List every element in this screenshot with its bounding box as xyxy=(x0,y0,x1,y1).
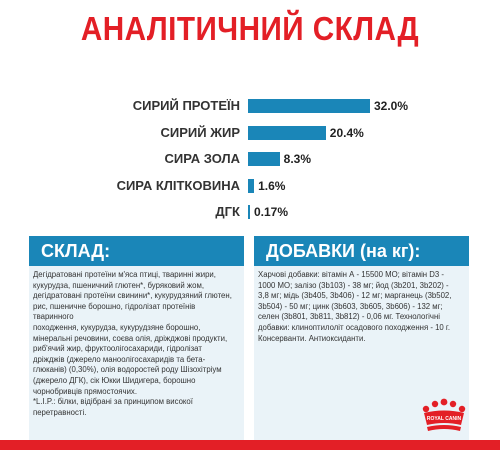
analysis-row: СИРА ЗОЛА 8.3% xyxy=(0,149,500,169)
analysis-bar xyxy=(248,126,326,140)
analysis-value: 32.0% xyxy=(374,99,409,113)
additives-header: ДОБАВКИ (на кг): xyxy=(254,236,469,266)
analysis-row: СИРА КЛІТКОВИНА 1.6% xyxy=(0,176,500,196)
analysis-row: СИРИЙ ЖИР 20.4% xyxy=(0,123,500,143)
analysis-label: ДГК xyxy=(215,204,240,219)
analysis-row: ДГК 0.17% xyxy=(0,202,500,222)
analysis-label: СИРА ЗОЛА xyxy=(164,151,240,166)
analysis-label: СИРИЙ ПРОТЕЇН xyxy=(132,98,240,113)
royal-canin-crown-logo-icon: ROYAL CANIN xyxy=(422,398,466,431)
composition-text: Дегідратовані протеїни м'яса птиці, твар… xyxy=(33,270,232,417)
footer-accent-bar xyxy=(0,440,500,450)
additives-header-label: ДОБАВКИ (на кг): xyxy=(266,241,421,261)
analysis-bar xyxy=(248,179,255,193)
svg-text:ROYAL CANIN: ROYAL CANIN xyxy=(427,416,462,422)
analysis-bar xyxy=(248,99,370,113)
composition-header-label: СКЛАД: xyxy=(41,241,111,261)
analysis-value: 8.3% xyxy=(283,152,311,166)
analysis-bar xyxy=(248,205,250,219)
page-title: АНАЛІТИЧНИЙ СКЛАД xyxy=(80,10,420,47)
analysis-row: СИРИЙ ПРОТЕЇН 32.0% xyxy=(0,96,500,116)
analysis-label: СИРИЙ ЖИР xyxy=(160,125,240,140)
composition-panel: Дегідратовані протеїни м'яса птиці, твар… xyxy=(29,266,244,441)
analysis-label: СИРА КЛІТКОВИНА xyxy=(116,178,240,193)
additives-text: Харчові добавки: вітамін А - 15500 МО; в… xyxy=(258,270,452,343)
analysis-bar xyxy=(248,152,280,166)
analysis-value: 1.6% xyxy=(258,179,286,193)
composition-header: СКЛАД: xyxy=(29,236,244,266)
analysis-value: 20.4% xyxy=(329,126,364,140)
analysis-value: 0.17% xyxy=(254,205,289,219)
